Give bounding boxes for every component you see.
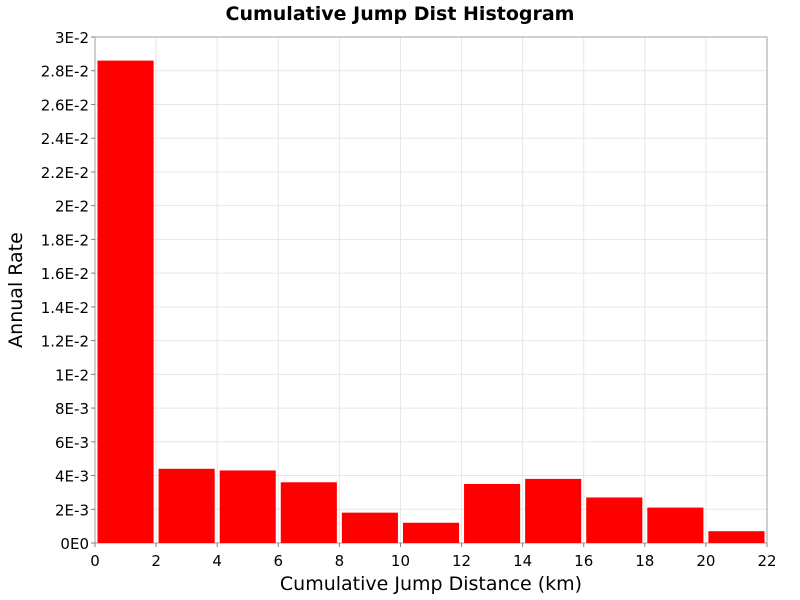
x-tick-label: 10 <box>391 552 410 570</box>
y-tick-label: 3E-2 <box>55 29 89 47</box>
chart-title: Cumulative Jump Dist Histogram <box>226 3 575 25</box>
y-tick-label: 1E-2 <box>55 366 89 384</box>
x-tick-label: 6 <box>273 552 283 570</box>
x-axis: 0 2 4 6 8 10 12 14 16 18 20 22 <box>90 543 777 570</box>
x-tick-label: 8 <box>335 552 345 570</box>
histogram-bar-8 <box>586 497 643 543</box>
y-axis: 0E0 2E-3 4E-3 6E-3 8E-3 1E-2 1.2E-2 1.4E-2 1.6E-… <box>41 29 95 553</box>
x-tick-label: 14 <box>513 552 532 570</box>
y-axis-label: Annual Rate <box>5 232 27 348</box>
y-tick-label: 1.4E-2 <box>41 299 89 317</box>
histogram-bar-0 <box>97 60 154 543</box>
y-tick-label: 2.2E-2 <box>41 164 89 182</box>
y-tick-label: 2E-2 <box>55 198 89 216</box>
x-tick-label: 22 <box>757 552 776 570</box>
bars <box>97 60 765 543</box>
y-tick-label: 1.2E-2 <box>41 333 89 351</box>
y-tick-label: 1.6E-2 <box>41 265 89 283</box>
histogram-bar-1 <box>158 468 215 543</box>
y-tick-label: 2.8E-2 <box>41 63 89 81</box>
x-tick-label: 18 <box>635 552 654 570</box>
histogram-bar-9 <box>647 507 704 543</box>
x-axis-label: Cumulative Jump Distance (km) <box>280 573 582 595</box>
y-tick-label: 2.4E-2 <box>41 130 89 148</box>
y-tick-label: 8E-3 <box>55 400 89 418</box>
y-tick-label: 2.6E-2 <box>41 96 89 114</box>
x-tick-label: 12 <box>452 552 471 570</box>
y-tick-label: 6E-3 <box>55 434 89 452</box>
histogram-bar-4 <box>341 512 398 543</box>
y-tick-label: 4E-3 <box>55 468 89 486</box>
histogram-bar-6 <box>464 483 521 543</box>
x-tick-label: 20 <box>696 552 715 570</box>
histogram-bar-10 <box>708 531 765 543</box>
x-tick-label: 4 <box>212 552 222 570</box>
histogram-bar-3 <box>280 482 337 543</box>
y-tick-label: 0E0 <box>60 535 89 553</box>
x-tick-label: 2 <box>151 552 161 570</box>
x-tick-label: 0 <box>90 552 100 570</box>
y-tick-label: 1.8E-2 <box>41 231 89 249</box>
y-tick-label: 2E-3 <box>55 501 89 519</box>
histogram-bar-5 <box>402 522 460 543</box>
histogram-bar-2 <box>219 470 276 543</box>
histogram-bar-7 <box>525 478 582 543</box>
gridlines <box>94 36 768 544</box>
x-tick-label: 16 <box>574 552 593 570</box>
